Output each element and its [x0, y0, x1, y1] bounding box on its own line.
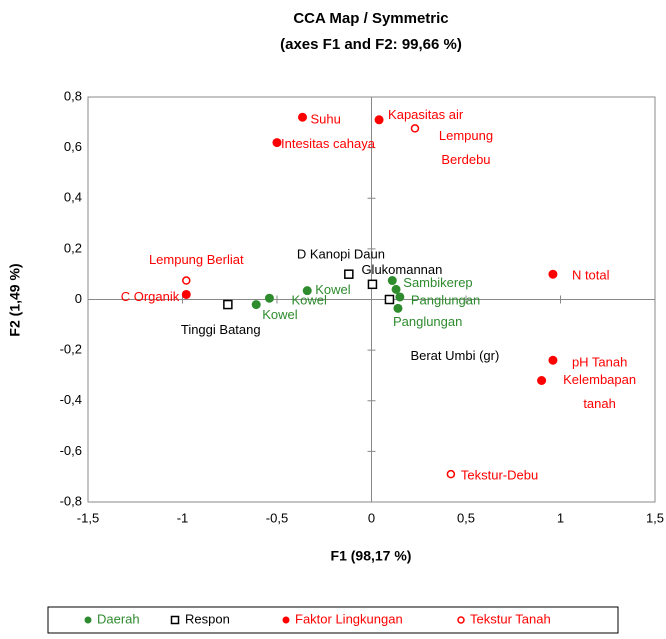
point-label: D Kanopi Daun [297, 247, 385, 262]
x-tick-label: 0 [368, 510, 375, 525]
point-label: C Organik [121, 289, 180, 304]
legend-marker [457, 616, 465, 624]
point [367, 279, 378, 290]
chart-subtitle: (axes F1 and F2: 99,66 %) [280, 36, 462, 53]
point-label: Kowel [315, 282, 351, 297]
point-label: Tekstur-Debu [461, 468, 538, 483]
legend-label: Faktor Lingkungan [295, 611, 403, 626]
point [537, 376, 547, 385]
legend-label: Tekstur Tanah [470, 611, 551, 626]
point [272, 138, 282, 148]
point-label: Berat Umbi (gr) [410, 348, 499, 363]
point-label: Glukomannan [361, 262, 442, 277]
point [395, 292, 405, 302]
legend-label: Respon [185, 611, 230, 626]
point [387, 276, 397, 286]
point-label: Tinggi Batang [181, 322, 261, 337]
point [223, 299, 233, 310]
x-tick-label: -1 [177, 510, 189, 525]
y-tick-label: -0,6 [60, 443, 82, 458]
point-label: Intesitas cahaya [281, 136, 376, 151]
x-tick-label: -1,5 [77, 510, 99, 525]
point [446, 469, 456, 479]
point-label: Kapasitas air [388, 107, 464, 122]
point-label: Panglungan [393, 314, 462, 329]
point-label: tanah [583, 396, 616, 411]
x-tick-label: 1,5 [646, 510, 664, 525]
x-tick-label: 0,5 [457, 510, 475, 525]
point [391, 284, 401, 294]
y-axis-title: F2 (1,49 %) [7, 263, 23, 336]
chart-title: CCA Map / Symmetric [293, 10, 448, 27]
y-tick-label: 0,4 [64, 190, 82, 205]
y-tick-label: -0,4 [60, 392, 82, 407]
point [344, 269, 354, 279]
point-label: Berdebu [441, 152, 490, 167]
point [298, 112, 308, 122]
y-tick-label: 0,6 [64, 139, 82, 154]
point [393, 303, 403, 313]
point-label: pH Tanah [572, 355, 627, 370]
point-label: Kelembapan [563, 372, 636, 387]
legend-marker [170, 615, 180, 625]
point [384, 294, 395, 305]
point-label: Suhu [311, 112, 341, 127]
x-tick-label: -0,5 [266, 510, 288, 525]
point-label: Panglungan [411, 292, 480, 307]
y-tick-label: 0 [75, 291, 82, 306]
point [251, 300, 261, 310]
x-tick-label: 1 [557, 510, 564, 525]
point [302, 286, 312, 296]
y-tick-label: -0,8 [60, 493, 82, 508]
point-label: Lempung [439, 128, 493, 143]
point [548, 355, 558, 365]
point-label: N total [572, 268, 610, 283]
y-tick-label: 0,2 [64, 240, 82, 255]
point [374, 115, 384, 125]
point-label: Kowel [262, 307, 298, 322]
point [548, 269, 558, 279]
point-label: Lempung Berliat [149, 252, 244, 267]
legend-frame [47, 606, 619, 634]
legend-label: Daerah [97, 611, 140, 626]
point-label: Sambikerep [403, 275, 472, 290]
point [410, 124, 420, 133]
point [182, 276, 191, 285]
point [181, 289, 191, 299]
y-tick-label: 0,8 [64, 88, 82, 103]
y-tick-label: -0,2 [60, 342, 82, 357]
point [264, 293, 274, 303]
x-axis-title: F1 (98,17 %) [331, 548, 412, 564]
legend-marker [84, 616, 92, 624]
legend-marker [282, 616, 290, 624]
point-label: Kowel [291, 293, 327, 308]
